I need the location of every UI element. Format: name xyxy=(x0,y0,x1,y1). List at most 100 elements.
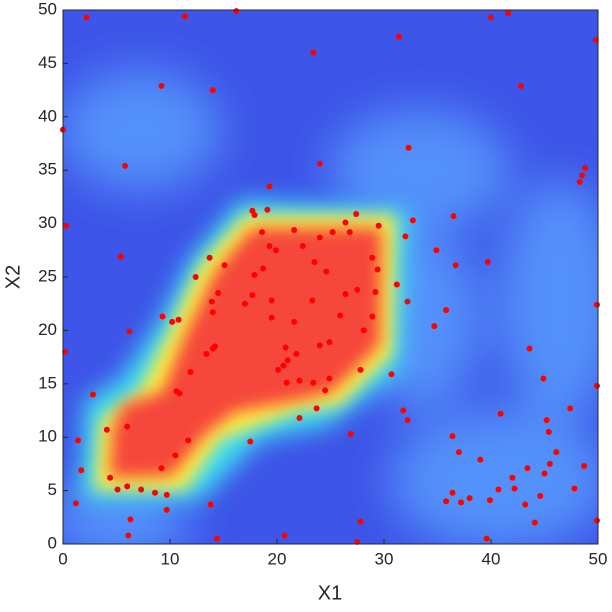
y-tick-label: 30 xyxy=(38,213,57,232)
point xyxy=(299,243,306,250)
point xyxy=(310,49,317,56)
point xyxy=(357,518,364,525)
point xyxy=(326,375,333,382)
point xyxy=(484,259,491,266)
point xyxy=(337,312,344,319)
point xyxy=(311,259,318,266)
point xyxy=(114,486,121,493)
point xyxy=(581,463,588,470)
point xyxy=(393,281,400,288)
point xyxy=(388,371,395,378)
point xyxy=(83,14,90,21)
point xyxy=(107,474,114,481)
point xyxy=(567,405,574,412)
point xyxy=(486,497,493,504)
point xyxy=(63,222,70,229)
y-tick-label: 5 xyxy=(48,480,57,499)
point xyxy=(369,313,376,320)
point xyxy=(209,309,216,316)
point xyxy=(369,254,376,261)
point xyxy=(282,344,289,351)
point xyxy=(296,377,303,384)
point xyxy=(284,357,291,364)
point xyxy=(251,271,258,278)
y-tick-label: 25 xyxy=(38,266,57,285)
point xyxy=(357,366,364,373)
point xyxy=(203,350,210,357)
point xyxy=(342,291,349,298)
point xyxy=(78,467,85,474)
point xyxy=(206,254,213,261)
point xyxy=(593,517,600,524)
x-tick-label: 50 xyxy=(589,549,608,568)
point xyxy=(264,206,271,213)
point xyxy=(540,375,547,382)
point xyxy=(159,313,166,320)
point xyxy=(169,318,176,325)
y-axis-title: X2 xyxy=(2,265,24,289)
point xyxy=(313,405,320,412)
point xyxy=(543,417,550,424)
point xyxy=(62,348,69,355)
point xyxy=(466,495,473,502)
point xyxy=(402,233,409,240)
point xyxy=(593,382,600,389)
point xyxy=(546,460,553,467)
point xyxy=(526,345,533,352)
point xyxy=(208,298,215,305)
point xyxy=(537,492,544,499)
point xyxy=(323,268,330,275)
point xyxy=(449,433,456,440)
point xyxy=(72,500,79,507)
point xyxy=(488,14,494,21)
point xyxy=(497,410,504,417)
point xyxy=(192,274,199,280)
point xyxy=(215,290,222,297)
point xyxy=(509,474,516,481)
point xyxy=(89,391,96,398)
point xyxy=(400,407,407,414)
y-tick-label: 0 xyxy=(48,533,57,552)
point xyxy=(541,470,548,477)
point xyxy=(249,292,256,299)
point xyxy=(163,506,170,513)
point xyxy=(172,452,179,459)
point xyxy=(211,343,218,350)
point xyxy=(221,262,228,269)
point xyxy=(458,499,465,506)
point xyxy=(281,532,288,539)
point xyxy=(233,8,240,15)
point xyxy=(553,449,560,456)
point xyxy=(103,426,110,433)
point xyxy=(404,298,411,305)
point xyxy=(283,379,290,386)
y-tick-label: 20 xyxy=(38,320,57,339)
y-tick-label: 10 xyxy=(38,427,57,446)
point xyxy=(125,532,132,539)
y-tick-label: 35 xyxy=(38,160,57,179)
x-tick-label: 30 xyxy=(375,549,394,568)
point xyxy=(483,535,490,542)
point xyxy=(260,265,267,272)
point xyxy=(374,266,381,273)
point xyxy=(450,213,457,220)
point xyxy=(593,301,600,308)
point xyxy=(152,489,159,496)
point xyxy=(175,316,182,323)
point xyxy=(207,501,214,508)
point xyxy=(117,253,124,260)
point xyxy=(433,247,440,254)
point xyxy=(316,342,323,349)
point xyxy=(409,217,416,224)
point xyxy=(266,243,273,250)
point xyxy=(582,165,589,172)
point xyxy=(291,227,298,234)
point xyxy=(443,498,450,505)
point xyxy=(477,456,484,463)
point xyxy=(309,297,316,304)
point xyxy=(354,286,361,293)
point xyxy=(322,387,329,394)
point xyxy=(249,207,256,214)
point xyxy=(316,160,323,167)
y-tick-label: 50 xyxy=(38,0,57,18)
